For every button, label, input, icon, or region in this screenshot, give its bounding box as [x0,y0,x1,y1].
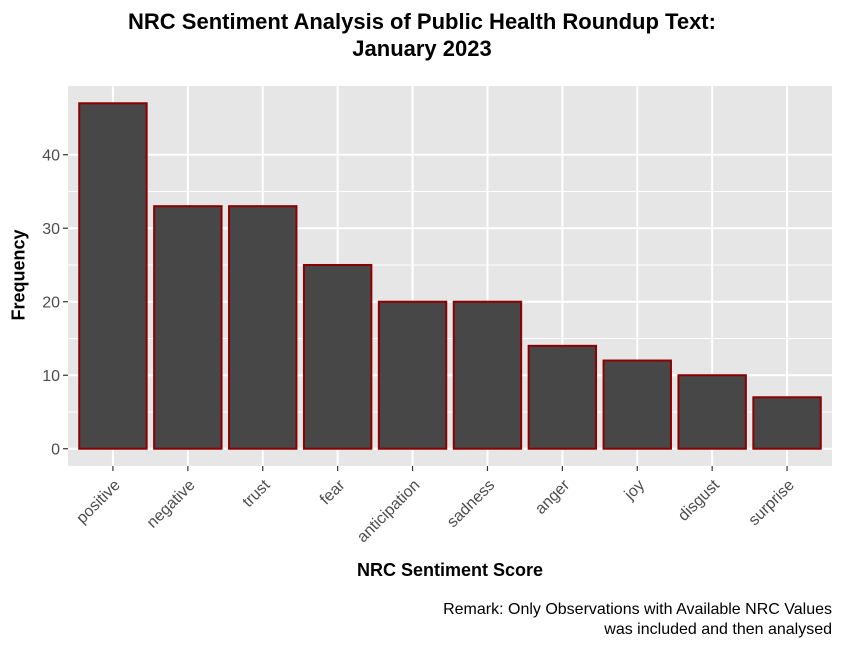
y-axis-label: Frequency [8,229,29,321]
chart-caption: Remark: Only Observations with Available… [232,600,832,640]
x-tick-label-trust: trust [240,476,274,510]
bar-surprise [752,396,822,450]
x-tick-label-surprise: surprise [746,477,798,529]
caption-line-1: Remark: Only Observations with Available… [443,601,832,618]
y-tick-label: 0 [51,442,60,459]
bar-trust [228,205,298,450]
bar-positive [78,102,148,450]
x-tick-label-anticipation: anticipation [354,477,423,546]
bar-disgust [677,374,747,450]
chart-title-line-1: NRC Sentiment Analysis of Public Health … [128,9,716,34]
y-tick-label: 10 [42,368,60,385]
y-tick-label: 30 [42,221,60,238]
x-tick-label-fear: fear [317,476,349,508]
x-tick-label-anger: anger [532,476,573,517]
bar-negative [153,205,223,450]
x-tick-label-joy: joy [621,477,648,504]
x-axis-label: NRC Sentiment Score [356,560,544,580]
bar-joy [602,359,672,450]
bar-fear [302,263,373,450]
caption-line-2: was included and then analysed [604,621,832,638]
x-tick-label-negative: negative [144,477,199,532]
x-tick-label-positive: positive [73,477,123,527]
x-tick-label-sadness: sadness [444,477,498,531]
bar-anticipation [377,300,448,450]
y-tick-label: 40 [42,148,60,165]
y-tick-label: 20 [42,295,60,312]
bar-anger [527,344,598,450]
chart-title-line-2: January 2023 [352,36,492,61]
bar-sadness [452,300,523,450]
x-tick-label-disgust: disgust [675,476,723,524]
